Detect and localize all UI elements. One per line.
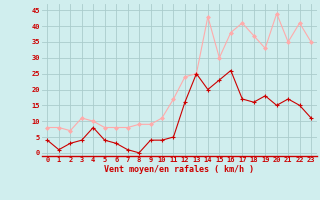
X-axis label: Vent moyen/en rafales ( km/h ): Vent moyen/en rafales ( km/h ) bbox=[104, 165, 254, 174]
